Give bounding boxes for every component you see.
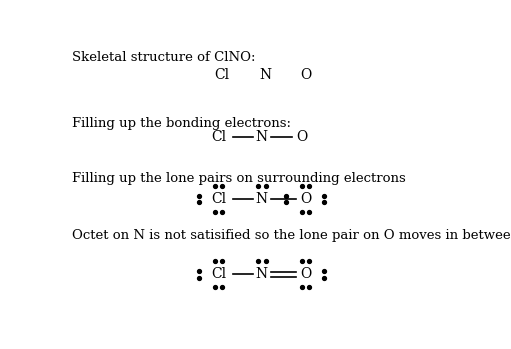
Text: N: N [256, 267, 268, 281]
Text: Cl: Cl [215, 68, 230, 82]
Text: N: N [260, 68, 272, 82]
Text: O: O [296, 130, 307, 144]
Text: O: O [300, 267, 311, 281]
Text: Filling up the lone pairs on surrounding electrons: Filling up the lone pairs on surrounding… [72, 172, 406, 185]
Text: N: N [256, 130, 268, 144]
Text: Octet on N is not satisified so the lone pair on O moves in between N and O: Octet on N is not satisified so the lone… [72, 229, 511, 242]
Text: Filling up the bonding electrons:: Filling up the bonding electrons: [72, 117, 291, 130]
Text: Cl: Cl [211, 192, 226, 206]
Text: O: O [300, 68, 311, 82]
Text: Cl: Cl [211, 130, 226, 144]
Text: N: N [256, 192, 268, 206]
Text: Cl: Cl [211, 267, 226, 281]
Text: Skeletal structure of ClNO:: Skeletal structure of ClNO: [72, 51, 256, 64]
Text: O: O [300, 192, 311, 206]
